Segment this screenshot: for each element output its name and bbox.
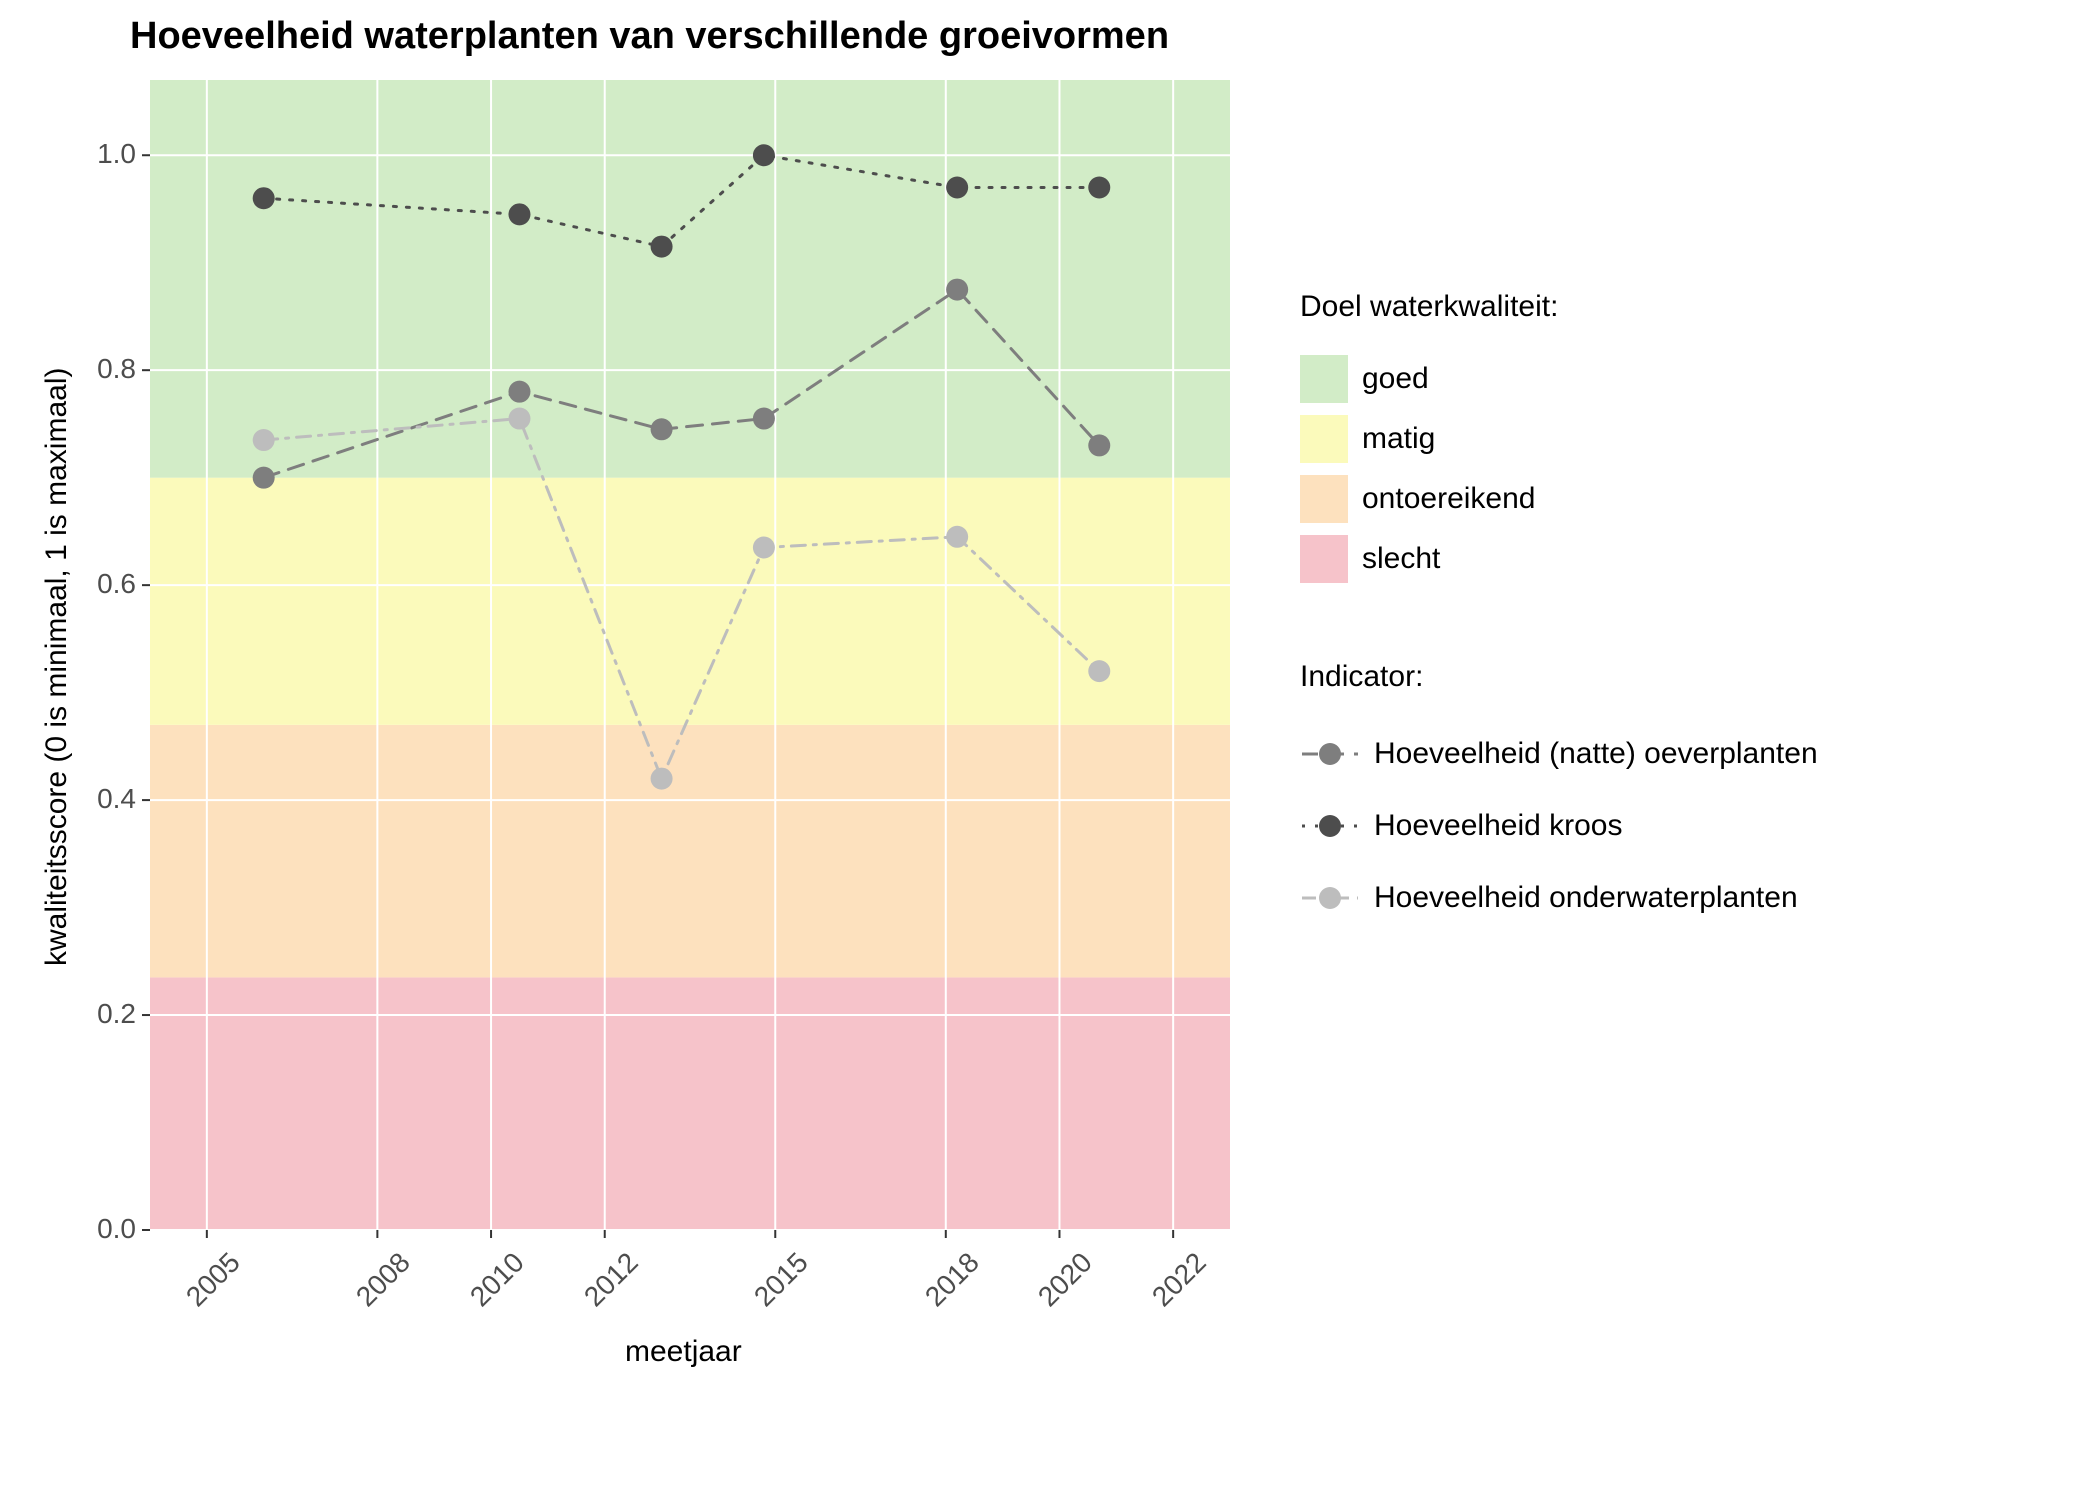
y-axis-label: kwaliteitsscore (0 is minimaal, 1 is max… [40, 367, 74, 965]
x-axis-label: meetjaar [625, 1335, 742, 1369]
series-marker [508, 203, 530, 225]
y-tick-label: 0.0 [97, 1213, 136, 1245]
y-tick-label: 0.8 [97, 353, 136, 385]
legend-label: slecht [1362, 542, 1440, 576]
legend-label: Hoeveelheid (natte) oeverplanten [1374, 737, 1818, 771]
series-marker [1088, 660, 1110, 682]
legend-label: goed [1362, 362, 1429, 396]
legend-series-swatch [1300, 730, 1360, 778]
quality-band-goed [150, 80, 1230, 478]
series-marker [1088, 176, 1110, 198]
quality-band-matig [150, 478, 1230, 725]
legend-indicator-item: Hoeveelheid onderwaterplanten [1300, 874, 1798, 922]
legend-indicator-title: Indicator: [1300, 660, 1423, 694]
legend-label: Hoeveelheid onderwaterplanten [1374, 881, 1798, 915]
legend-label: Hoeveelheid kroos [1374, 809, 1622, 843]
legend-swatch [1300, 415, 1348, 463]
series-marker [651, 768, 673, 790]
y-tick-label: 1.0 [97, 138, 136, 170]
legend-indicator-item: Hoeveelheid kroos [1300, 802, 1622, 850]
y-tick-label: 0.2 [97, 998, 136, 1030]
legend-label: ontoereikend [1362, 482, 1535, 516]
series-marker [651, 236, 673, 258]
series-marker [753, 537, 775, 559]
series-marker [253, 429, 275, 451]
series-marker [253, 187, 275, 209]
legend-swatch [1300, 475, 1348, 523]
legend-quality-item: goed [1300, 355, 1429, 403]
legend-quality-item: ontoereikend [1300, 475, 1535, 523]
legend-quality-title: Doel waterkwaliteit: [1300, 290, 1558, 324]
quality-band-ontoereikend [150, 725, 1230, 978]
series-marker [253, 467, 275, 489]
series-marker [946, 279, 968, 301]
series-marker [508, 381, 530, 403]
series-marker [753, 144, 775, 166]
legend-series-swatch [1300, 802, 1360, 850]
series-marker [753, 408, 775, 430]
series-marker [946, 176, 968, 198]
y-tick-label: 0.6 [97, 568, 136, 600]
legend-swatch [1300, 355, 1348, 403]
legend-quality-item: slecht [1300, 535, 1440, 583]
legend-label: matig [1362, 422, 1435, 456]
legend-swatch [1300, 535, 1348, 583]
legend-quality-item: matig [1300, 415, 1435, 463]
series-marker [946, 526, 968, 548]
legend-indicator-item: Hoeveelheid (natte) oeverplanten [1300, 730, 1818, 778]
series-marker [1088, 434, 1110, 456]
legend-series-swatch [1300, 874, 1360, 922]
y-tick-label: 0.4 [97, 783, 136, 815]
series-marker [508, 408, 530, 430]
series-marker [651, 418, 673, 440]
